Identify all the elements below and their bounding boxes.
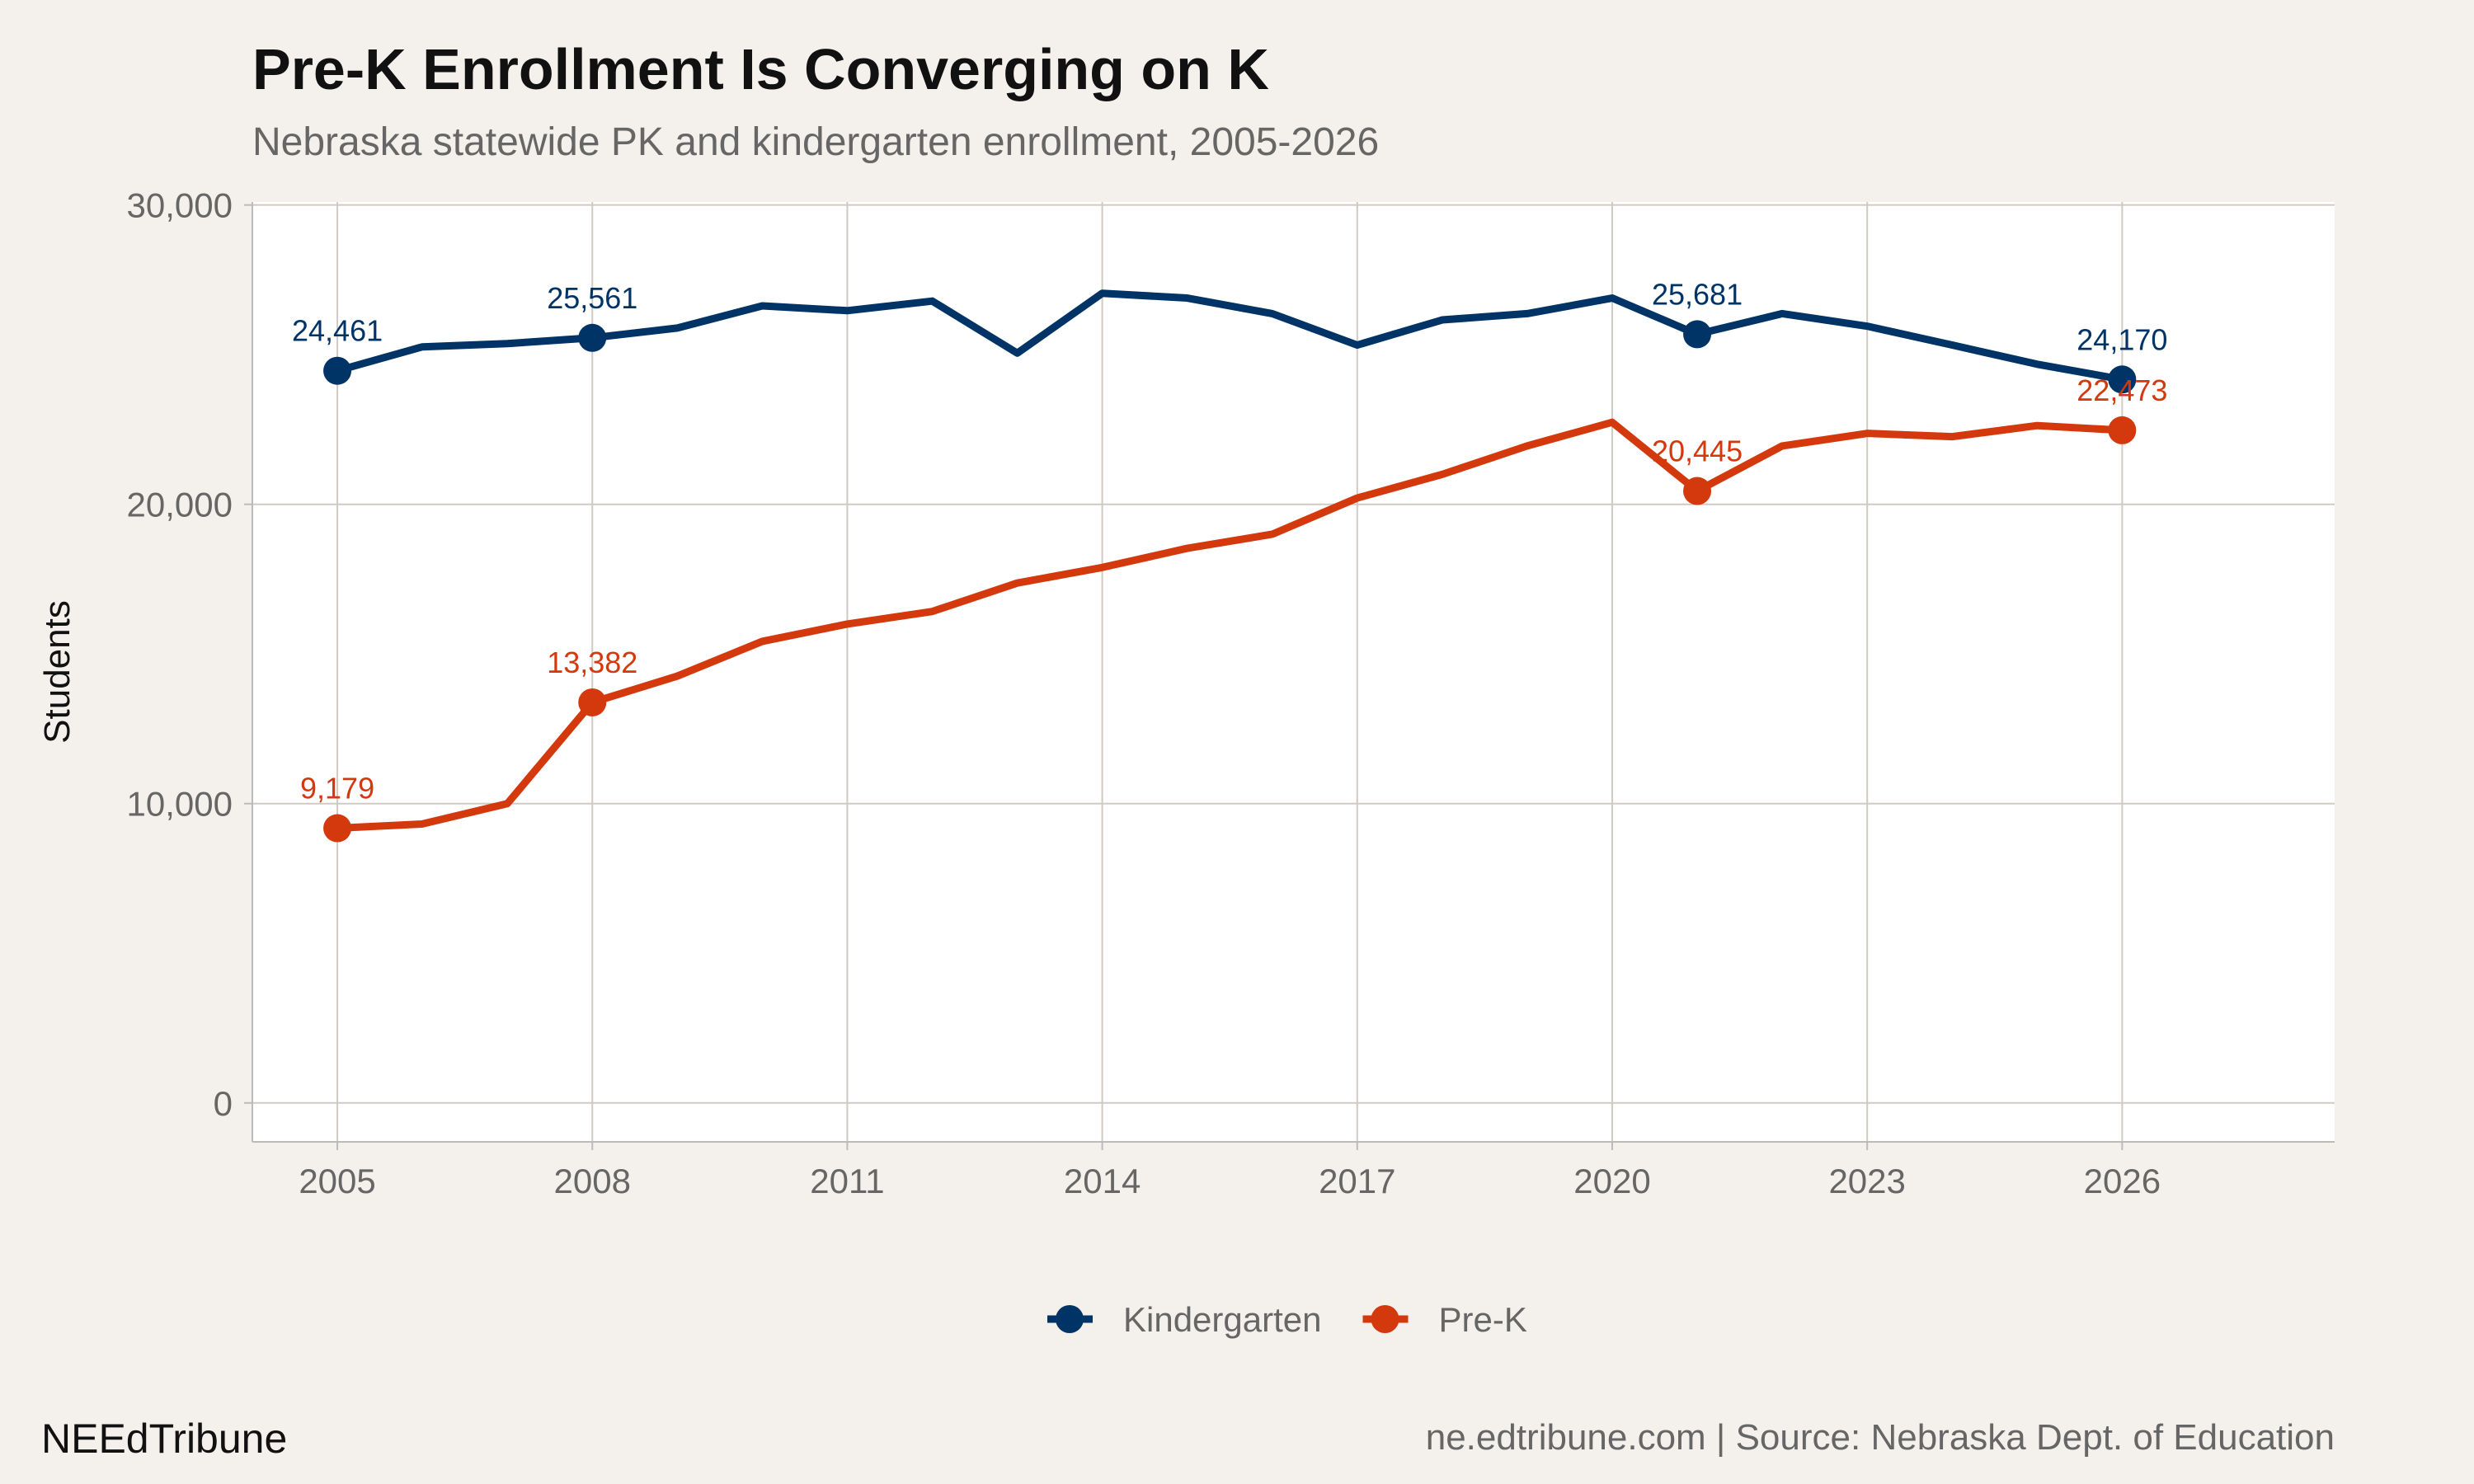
gridlines xyxy=(252,202,2335,1142)
data-labels: 24,461 25,561 25,681 24,170 9,179 13,382 20,44… xyxy=(292,277,2167,805)
plot-panel xyxy=(252,202,2335,1142)
data-label: 24,461 xyxy=(292,314,383,348)
data-point xyxy=(2108,416,2137,444)
x-tick-label: 2005 xyxy=(299,1162,375,1200)
legend-label: Pre-K xyxy=(1439,1300,1527,1339)
series-line-kindergarten xyxy=(336,289,2124,383)
data-label: 13,382 xyxy=(547,646,637,679)
y-tick-label: 30,000 xyxy=(127,186,233,225)
data-point xyxy=(1683,320,1712,349)
x-tick-label: 2008 xyxy=(554,1162,631,1200)
x-tick-label: 2014 xyxy=(1064,1162,1141,1200)
legend-key-dot xyxy=(1371,1305,1399,1333)
footer-brand: NEEdTribune xyxy=(41,1416,287,1462)
data-point xyxy=(2108,365,2137,394)
y-tick-label: 10,000 xyxy=(127,785,233,824)
data-point xyxy=(578,688,607,716)
x-tick-label: 2017 xyxy=(1319,1162,1395,1200)
data-point xyxy=(1683,477,1712,505)
data-point xyxy=(323,814,352,843)
y-tick-label: 0 xyxy=(214,1084,233,1123)
chart-subtitle: Nebraska statewide PK and kindergarten e… xyxy=(252,120,1379,164)
footer-source: ne.edtribune.com | Source: Nebraska Dept… xyxy=(1426,1417,2335,1458)
legend-label: Kindergarten xyxy=(1123,1300,1322,1339)
y-axis-label: Students xyxy=(37,600,78,744)
legend: Kindergarten Pre-K xyxy=(1047,1300,1527,1339)
axis-ticks: 0 10,000 20,000 30,000 2005 2008 2011 2014 2017 2… xyxy=(127,186,2161,1200)
data-label: 9,179 xyxy=(300,772,374,805)
x-tick-label: 2011 xyxy=(810,1162,884,1200)
chart-title: Pre-K Enrollment Is Converging on K xyxy=(252,37,1269,101)
data-label: 25,681 xyxy=(1652,277,1743,311)
y-tick-label: 20,000 xyxy=(127,486,233,524)
data-label: 24,170 xyxy=(2077,322,2167,356)
series-line-pre-k xyxy=(336,418,2123,833)
series-layer xyxy=(323,289,2137,843)
data-point xyxy=(323,356,352,385)
data-label: 25,561 xyxy=(547,281,637,315)
data-label: 20,445 xyxy=(1652,434,1743,468)
legend-key-dot xyxy=(1056,1305,1084,1333)
x-tick-label: 2023 xyxy=(1828,1162,1905,1200)
data-label: 22,473 xyxy=(2077,373,2167,407)
x-tick-label: 2020 xyxy=(1573,1162,1650,1200)
x-tick-label: 2026 xyxy=(2084,1162,2161,1200)
data-point xyxy=(578,323,607,352)
